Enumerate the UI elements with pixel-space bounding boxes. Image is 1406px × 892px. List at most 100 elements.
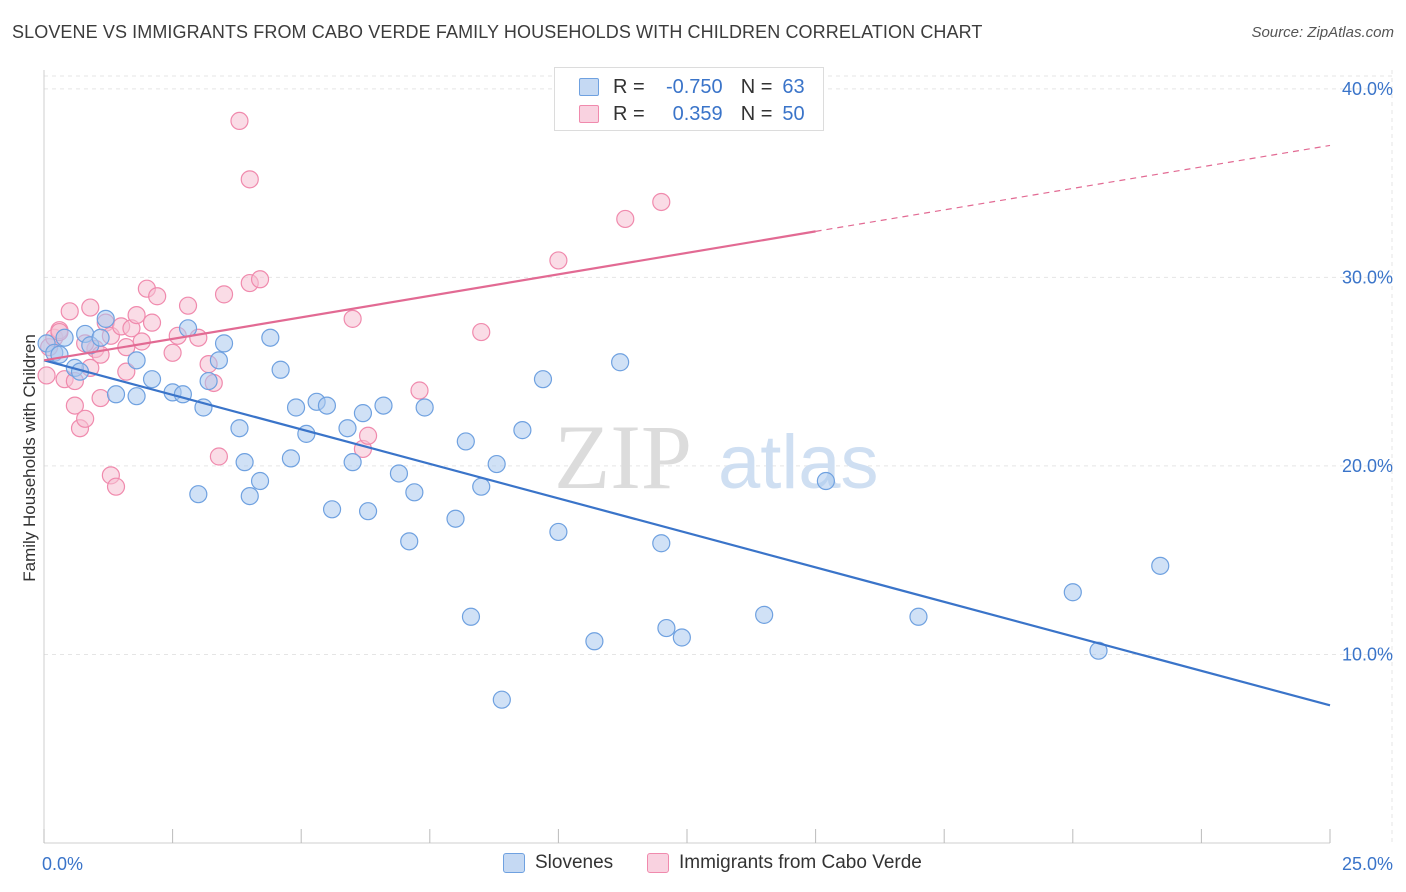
slovenes-point	[127, 387, 146, 406]
chart-title: SLOVENE VS IMMIGRANTS FROM CABO VERDE FA…	[12, 22, 983, 42]
cabo-verde-point	[209, 447, 228, 466]
slovenes-point	[816, 471, 835, 491]
slovenes-point	[456, 432, 475, 451]
slovenes-point	[199, 371, 218, 391]
slovenes-point	[611, 353, 630, 372]
legend-swatch-pink	[647, 853, 669, 873]
cabo-verde-point	[127, 305, 146, 325]
legend-r-label: R =	[613, 75, 645, 98]
legend-swatch-pink	[579, 105, 599, 123]
watermark-atlas: atlas	[718, 420, 879, 505]
legend-label-slovenes: Slovenes	[535, 852, 614, 873]
legend-r-label: R =	[613, 102, 645, 125]
slovenes-point	[55, 328, 74, 347]
cabo-verde-point	[250, 270, 270, 289]
cabo-verde-point	[65, 396, 84, 415]
legend-n-value: 63	[782, 75, 805, 98]
cabo-verde-point	[163, 343, 182, 362]
stats-legend: R = -0.750 N = 63 R = 0.359 N = 50	[554, 67, 824, 131]
slovenes-point	[513, 421, 532, 440]
cabo-verde-point	[616, 209, 635, 229]
slovenes-point	[358, 502, 378, 521]
tick-labels: 10.0% 20.0% 30.0% 40.0% 0.0% 25.0%	[42, 79, 1393, 874]
legend-r-value: 0.359	[672, 102, 723, 125]
cabo-verde-point	[91, 388, 110, 408]
slovenes-point	[472, 477, 491, 496]
slovenes-point	[461, 607, 481, 626]
watermark-zip: ZIP	[554, 406, 692, 508]
x-tick-label-min: 0.0%	[42, 854, 83, 874]
y-tick-label: 20.0%	[1342, 456, 1393, 476]
slovenes-point	[446, 509, 465, 528]
slovenes-point	[672, 628, 691, 647]
cabo-verde-point	[117, 362, 136, 381]
legend-swatch-blue	[503, 853, 525, 873]
cabo-verde-point	[106, 477, 126, 496]
slovenes-point	[261, 328, 280, 347]
cabo-verde-point	[178, 296, 198, 315]
cabo-verde-point	[132, 332, 151, 351]
slovenes-point	[189, 485, 208, 504]
legend-n-label: N =	[740, 102, 773, 125]
slovenes-point	[240, 486, 259, 506]
slovenes-point	[1151, 556, 1170, 575]
series-legend: Slovenes Immigrants from Cabo Verde	[0, 850, 1406, 878]
slovenes-point	[297, 424, 316, 443]
cabo-verde-point	[358, 426, 378, 445]
cabo-verde-point	[343, 309, 362, 328]
slovenes-point	[230, 419, 249, 438]
cabo-verde-point	[240, 170, 259, 189]
slovenes-point	[492, 690, 511, 709]
x-tick-label-max: 25.0%	[1342, 854, 1393, 874]
cabo-verde-point	[214, 285, 234, 304]
slovenes-point	[235, 453, 254, 472]
cabo-verde-point	[148, 287, 167, 306]
legend-row-slovenes: R = -0.750 N = 63	[579, 74, 805, 100]
cabo-verde-point	[472, 322, 491, 342]
slovenes-point	[405, 483, 424, 502]
slovenes-point	[755, 605, 774, 624]
slovenes-point	[281, 449, 301, 468]
legend-r-value: -0.750	[665, 75, 723, 98]
slovenes-point	[652, 534, 671, 553]
y-tick-label: 40.0%	[1342, 79, 1393, 99]
slovenes-point	[317, 396, 337, 415]
series-slovenes-points	[37, 309, 1170, 709]
slovenes-point	[533, 370, 553, 389]
slovenes-point	[389, 464, 409, 483]
y-tick-label: 30.0%	[1342, 267, 1393, 287]
cabo-verde-point	[76, 409, 95, 428]
axes	[43, 70, 1331, 844]
slovenes-point	[909, 607, 928, 626]
cabo-verde-trend-line-extension	[815, 144, 1331, 232]
legend-label-cabo-verde: Immigrants from Cabo Verde	[679, 852, 922, 873]
cabo-verde-point	[142, 313, 162, 332]
slovenes-point	[91, 328, 110, 347]
legend-row-cabo-verde: R = 0.359 N = 50	[579, 101, 805, 127]
slovenes-point	[142, 370, 162, 389]
legend-item-cabo-verde: Immigrants from Cabo Verde	[647, 852, 922, 874]
slovenes-point	[585, 632, 604, 651]
legend-n-label: N =	[740, 75, 773, 98]
slovenes-point	[127, 351, 146, 370]
slovenes-point	[271, 360, 290, 379]
slovenes-point	[96, 309, 115, 328]
slovenes-point	[400, 532, 419, 551]
cabo-verde-point	[230, 111, 249, 131]
slovenes-point	[250, 471, 270, 491]
slovenes-point	[353, 404, 373, 423]
trend-lines	[43, 144, 1331, 707]
slovenes-point	[286, 398, 306, 417]
cabo-verde-point	[410, 381, 429, 400]
legend-swatch-blue	[579, 78, 599, 96]
cabo-verde-point	[37, 366, 56, 385]
slovenes-point	[322, 500, 342, 519]
legend-n-value: 50	[782, 102, 805, 125]
slovenes-point	[338, 419, 357, 438]
slovenes-point	[50, 345, 69, 364]
slovenes-point	[106, 385, 126, 404]
source-label: Source: ZipAtlas.com	[1251, 24, 1394, 41]
slovenes-point	[657, 618, 676, 638]
cabo-verde-point	[81, 298, 100, 317]
